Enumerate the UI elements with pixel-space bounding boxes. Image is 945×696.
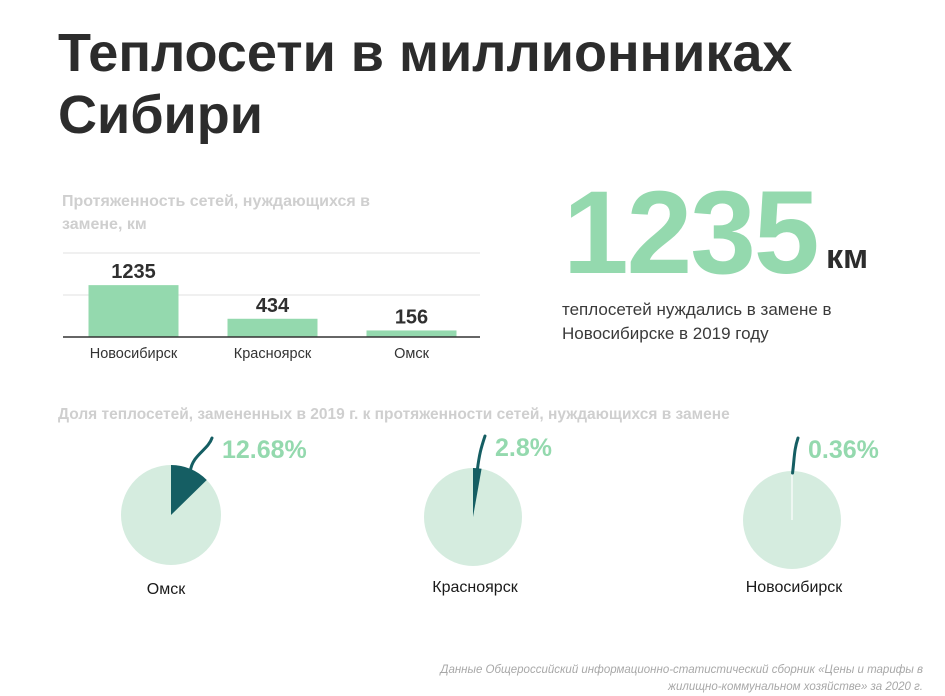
highlight-unit: км (826, 238, 869, 276)
pie-leader-line (475, 434, 487, 472)
pie-city-label: Красноярск (432, 579, 518, 596)
bar-chart-label: Протяженность сетей, нуждающихся в замен… (62, 193, 370, 233)
bar-chart: 1235 Новосибирск 434 Красноярск 156 Омск (63, 252, 480, 362)
pie-percent-label: 12.68% (222, 436, 307, 464)
source-note: Данные Общероссийский информационно-стат… (440, 664, 923, 693)
pie-percent-label: 2.8% (495, 434, 552, 462)
bar (227, 318, 318, 337)
bar-category-label: Новосибирск (90, 346, 178, 362)
bar (88, 285, 179, 337)
highlight-caption: теплосетей нуждались в замене в Новосиби… (562, 300, 832, 343)
pie-slice (171, 465, 207, 515)
bar-category-label: Омск (394, 346, 429, 362)
pie-leader-line (188, 436, 214, 473)
page-title: Теплосети в миллионниках Сибири (58, 23, 793, 145)
bar (366, 330, 457, 337)
pie-percent-label: 0.36% (808, 436, 879, 464)
pie-city-label: Новосибирск (746, 579, 844, 596)
bar-category-label: Красноярск (234, 346, 312, 362)
pie-charts: 12.68% Омск 2.8% Красноярск 0.36% Новосибирск (121, 434, 879, 598)
pie-leader-line (791, 436, 800, 475)
pie-section-title: Доля теплосетей, замененных в 2019 г. к … (58, 406, 730, 423)
pie-city-label: Омск (147, 581, 186, 598)
bar-data-label: 1235 (111, 261, 156, 283)
bar-data-label: 434 (256, 295, 290, 317)
pie-slice (473, 468, 482, 517)
bar-data-label: 156 (395, 306, 428, 328)
highlight-value: 1235 (563, 167, 820, 299)
